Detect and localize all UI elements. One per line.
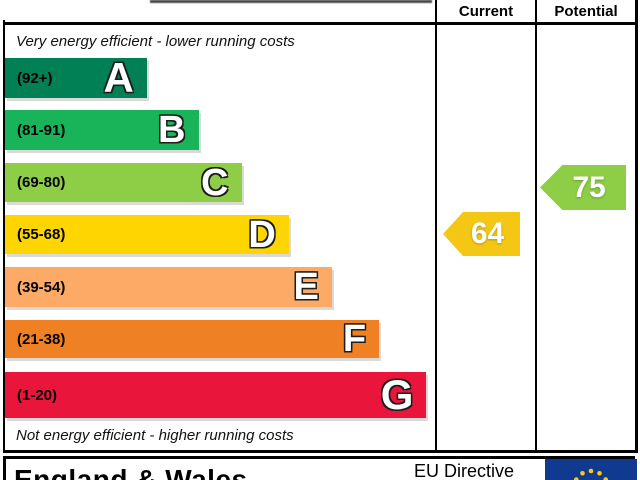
band-f-range: (21-38) bbox=[17, 330, 66, 348]
inefficient-caption: Not energy efficient - higher running co… bbox=[16, 427, 294, 444]
band-f-letter: F bbox=[342, 318, 367, 360]
band-b-range: (81-91) bbox=[17, 121, 66, 139]
band-e-bar: (39-54) E bbox=[5, 267, 332, 307]
band-e-letter: E bbox=[293, 266, 319, 308]
band-a-bar: (92+) A bbox=[5, 54, 147, 101]
current-value: 64 bbox=[470, 217, 505, 250]
potential-column-header: Potential bbox=[554, 3, 618, 20]
region-label: England & Wales bbox=[14, 464, 248, 480]
band-b-bar: (81-91) B bbox=[5, 110, 199, 150]
band-g-bar: (1-20) G bbox=[5, 371, 427, 418]
band-c-bar: (69-80) C bbox=[5, 163, 242, 202]
potential-value: 75 bbox=[572, 170, 606, 204]
table-border-right bbox=[635, 0, 638, 450]
band-f-bar: (21-38) F bbox=[5, 318, 380, 360]
cropped-title-remnant bbox=[150, 0, 432, 3]
eu-directive-label: EU Directive bbox=[414, 461, 515, 480]
current-column-divider bbox=[435, 0, 437, 450]
rating-bands-column: (92+) A (81-91) B (69-80) C (55-68) D (3… bbox=[5, 0, 435, 450]
band-d-bar: (55-68) D bbox=[5, 215, 289, 254]
table-border-bottom bbox=[3, 450, 638, 453]
band-c-range: (69-80) bbox=[17, 174, 66, 191]
table-border-left bbox=[3, 20, 5, 450]
band-d-range: (55-68) bbox=[17, 226, 66, 243]
potential-badge: 75 bbox=[540, 165, 626, 210]
band-a-letter: A bbox=[103, 54, 134, 101]
efficient-caption: Very energy efficient - lower running co… bbox=[16, 33, 295, 50]
band-b-letter: B bbox=[158, 109, 186, 151]
current-badge: 64 bbox=[443, 212, 520, 256]
current-column-header: Current bbox=[458, 3, 514, 20]
band-d-letter: D bbox=[248, 213, 276, 256]
band-a-range: (92+) bbox=[17, 69, 53, 87]
header-divider bbox=[3, 22, 638, 25]
band-c-letter: C bbox=[201, 161, 229, 204]
potential-column-divider bbox=[535, 0, 537, 450]
band-g-range: (1-20) bbox=[17, 386, 58, 404]
eu-flag-icon bbox=[545, 459, 637, 480]
band-e-range: (39-54) bbox=[17, 278, 66, 296]
band-g-letter: G bbox=[380, 371, 414, 418]
